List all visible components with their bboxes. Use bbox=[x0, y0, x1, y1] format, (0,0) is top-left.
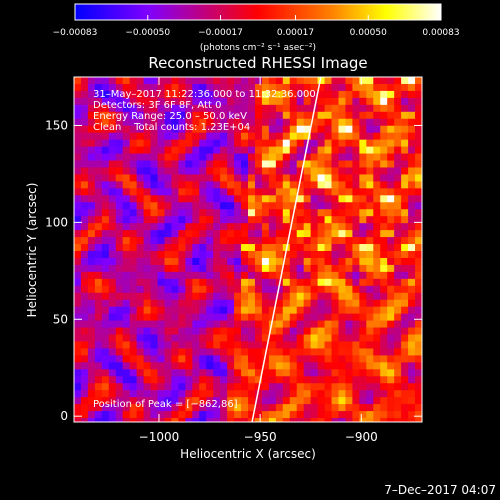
y-tick-label: 150 bbox=[45, 118, 68, 132]
solar-limb-line bbox=[251, 77, 322, 422]
heatmap-cells bbox=[74, 77, 422, 422]
colorbar-tick-label: 0.00017 bbox=[277, 28, 314, 38]
annotation-time: 31–May–2017 11:22:36.000 to 11:32:36.000 bbox=[93, 89, 316, 100]
annotation-detectors: Detectors: 3F 6F 8F, Att 0 bbox=[93, 100, 221, 111]
x-tick-label: −1000 bbox=[139, 430, 180, 444]
colorbar-units: (photons cm⁻² s⁻¹ asec⁻²) bbox=[200, 43, 316, 53]
plot-frame bbox=[73, 76, 423, 423]
colorbar-tick-label: −0.00083 bbox=[53, 28, 98, 38]
colorbar-tick-label: −0.00050 bbox=[125, 28, 170, 38]
x-axis-label: Heliocentric X (arcsec) bbox=[180, 447, 316, 461]
colorbar bbox=[74, 3, 442, 21]
colorbar-ticks: −0.00083 −0.00050 −0.00017 0.00017 0.00050 0.… bbox=[53, 15, 460, 38]
y-tick-label: 50 bbox=[53, 312, 68, 326]
y-tick-label: 0 bbox=[60, 409, 68, 423]
y-tick-label: 100 bbox=[45, 215, 68, 229]
x-tick-label: −950 bbox=[244, 430, 277, 444]
chart-title: Reconstructed RHESSI Image bbox=[148, 54, 367, 72]
colorbar-tick-label: 0.00050 bbox=[350, 28, 387, 38]
annotation-energy: Energy Range: 25.0 – 50.0 keV bbox=[93, 111, 247, 122]
colorbar-tick-label: −0.00017 bbox=[198, 28, 243, 38]
annotation-clean: Clean Total counts: 1.23E+04 bbox=[93, 122, 250, 133]
y-axis-label: Heliocentric Y (arcsec) bbox=[25, 183, 39, 318]
x-tick-label: −900 bbox=[345, 430, 378, 444]
colorbar-tick-label: 0.00083 bbox=[422, 28, 459, 38]
annotation-peak: Position of Peak = [−862,86] bbox=[93, 399, 238, 410]
timestamp: 7–Dec–2017 04:07 bbox=[384, 483, 496, 497]
axis-ticks: −1000 −950 −900 0 50 100 150 bbox=[45, 77, 422, 444]
